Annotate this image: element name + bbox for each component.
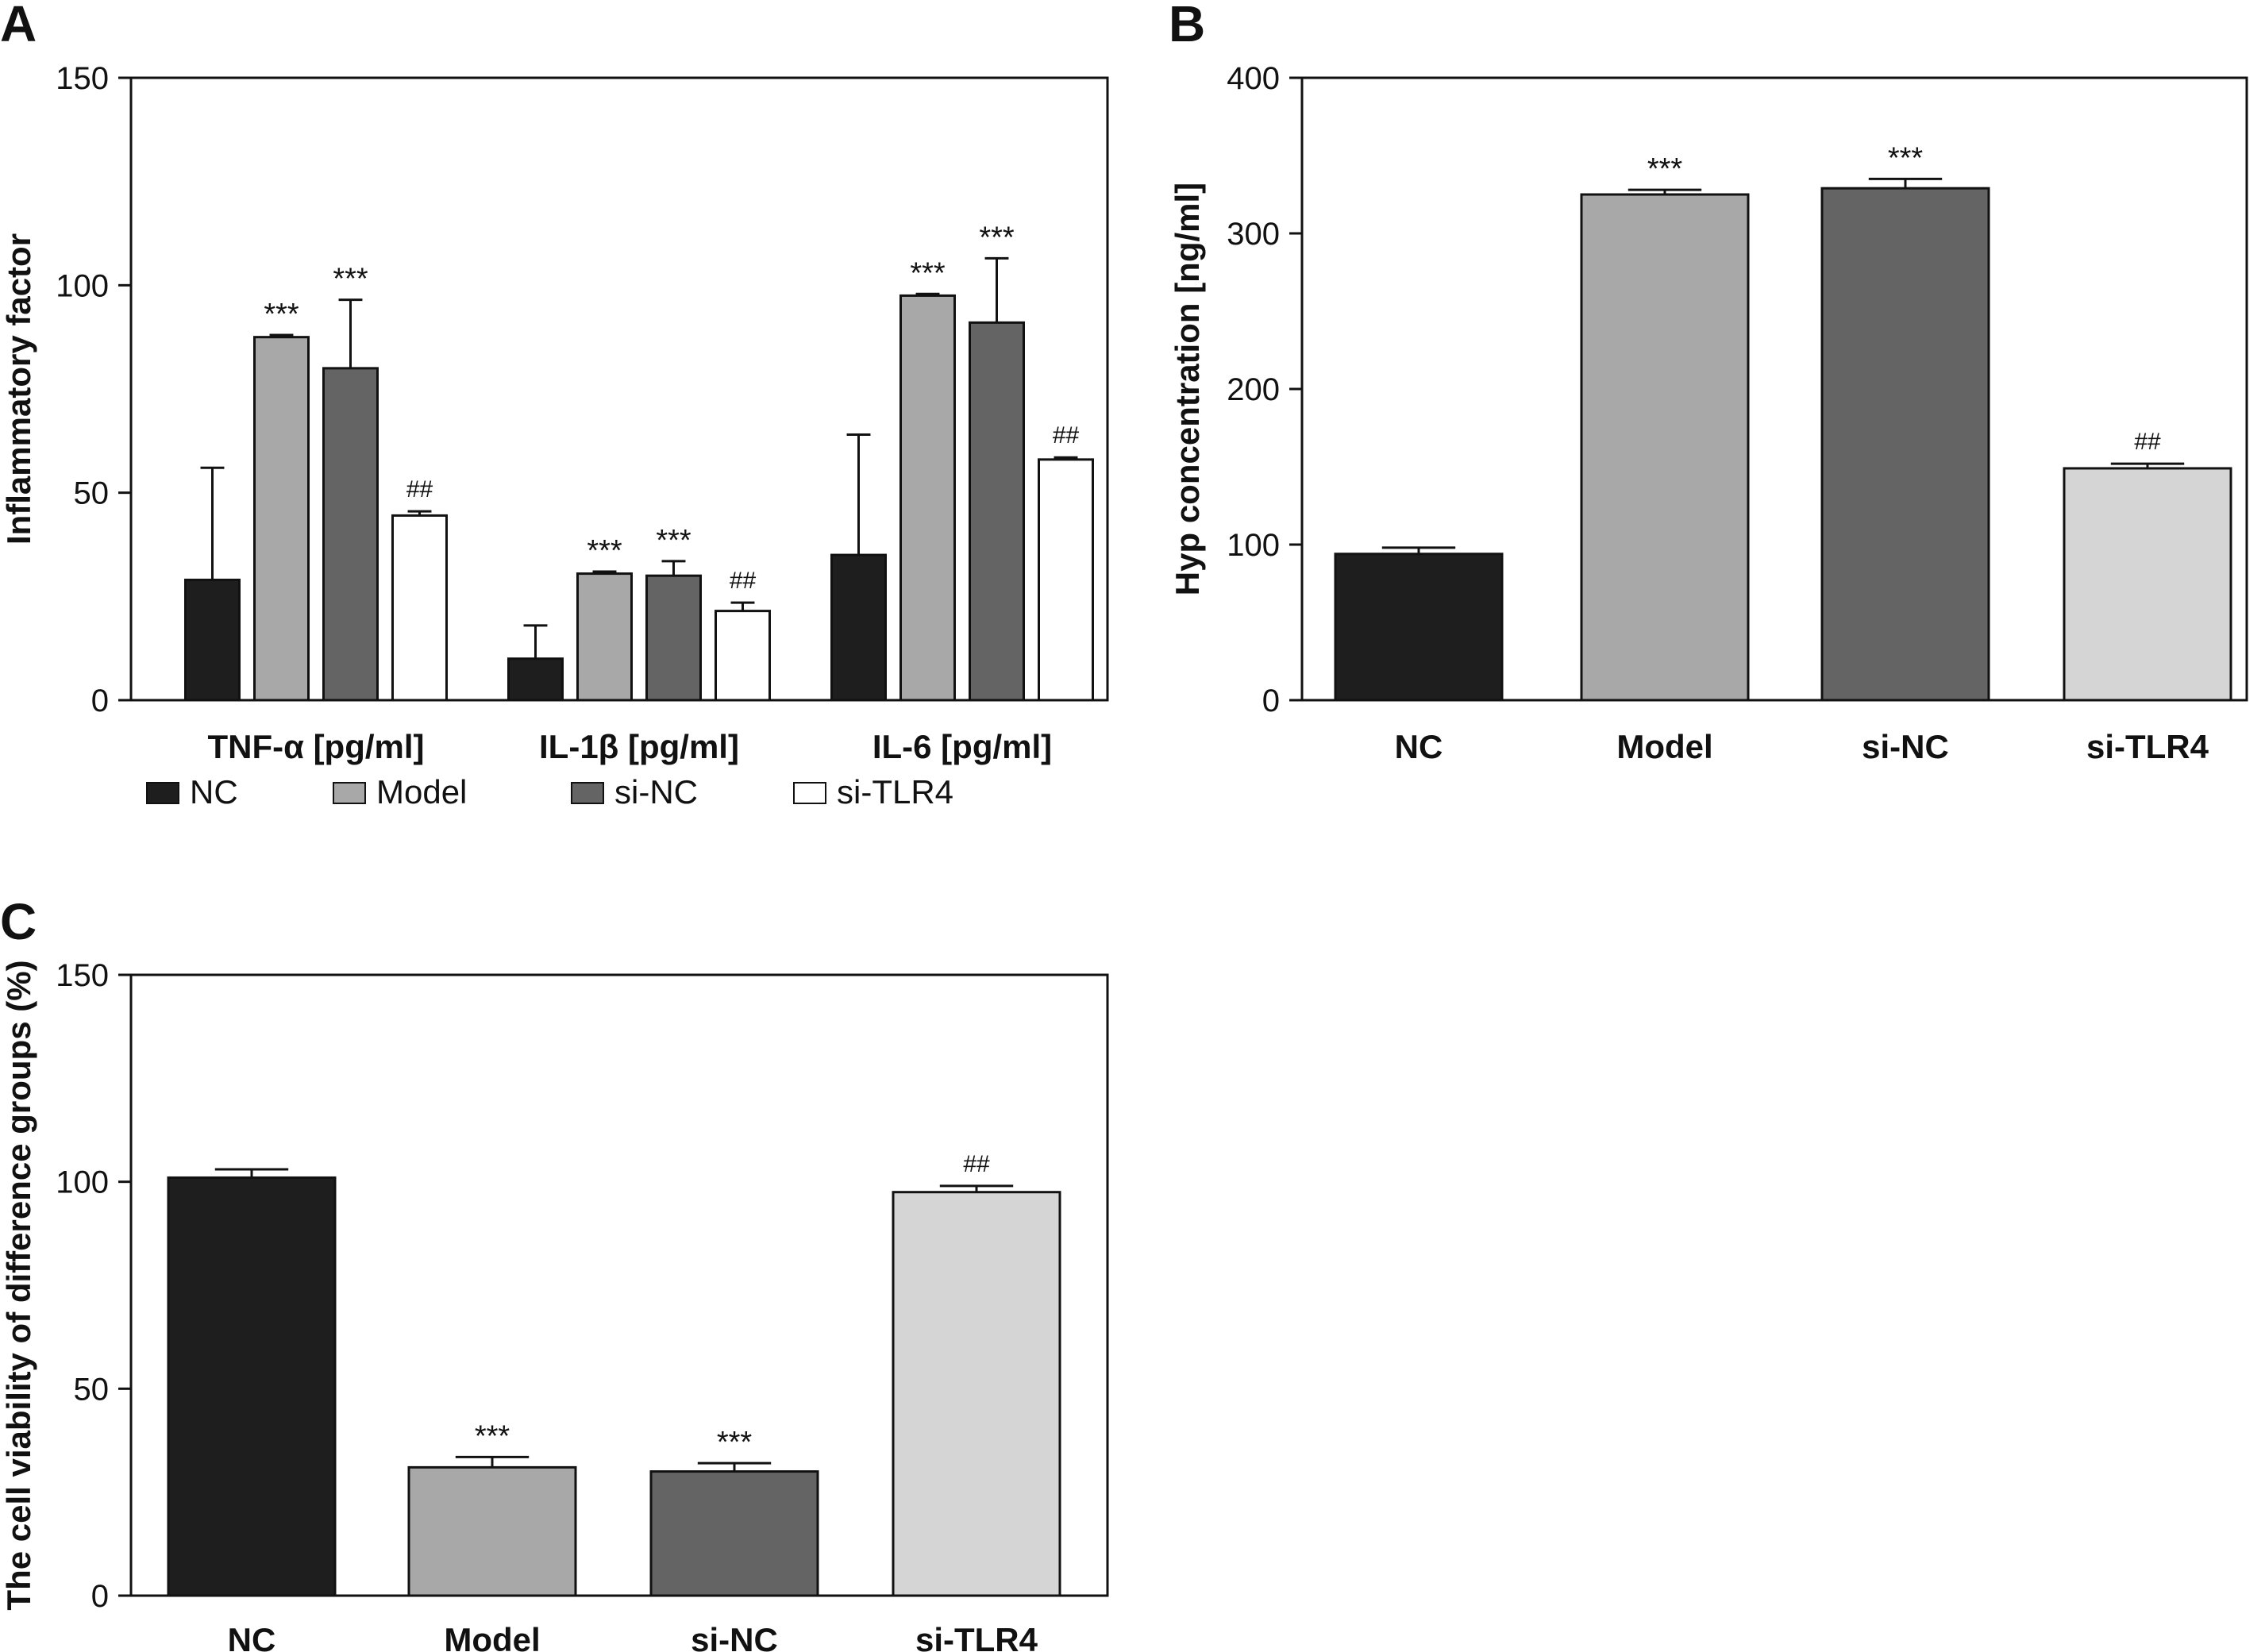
y-tick-label: 200: [1227, 372, 1280, 407]
bar-2: [649, 1470, 819, 1597]
x-category-label: IL-1β [pg/ml]: [539, 728, 739, 765]
y-tick-label: 100: [56, 1165, 109, 1200]
y-tick-label: 0: [1262, 684, 1280, 718]
panel-letter-b: B: [1169, 0, 1205, 52]
significance-label-1: ***: [475, 1419, 510, 1453]
y-tick-label: 100: [1227, 528, 1280, 563]
significance-label-1-3: ##: [730, 568, 757, 594]
significance-label-2-3: ##: [1053, 422, 1080, 449]
bar-2-1: [899, 294, 956, 702]
y-axis-title: Hyp concentration [ng/ml]: [1169, 183, 1206, 595]
bar-3: [2063, 467, 2232, 702]
bar-3: [892, 1191, 1061, 1597]
bar-1-0: [507, 657, 564, 702]
x-category-label: NC: [1395, 728, 1443, 765]
significance-label-2-1: ***: [910, 256, 946, 290]
panel-letter-a: A: [0, 0, 37, 52]
significance-label-1: ***: [1647, 152, 1683, 186]
y-axis-title: The cell viability of difference groups …: [0, 960, 37, 1610]
panel-letter-c: C: [0, 893, 37, 950]
bar-0: [1334, 553, 1504, 702]
significance-label-1-1: ***: [587, 534, 622, 568]
legend-label-0: NC: [190, 773, 238, 811]
y-tick-label: 150: [56, 958, 109, 993]
legend-label-2: si-NC: [614, 773, 698, 811]
bar-0: [167, 1176, 337, 1597]
bar-0-0: [184, 578, 241, 702]
plot-frame: [129, 973, 1109, 1597]
y-tick-label: 50: [74, 476, 110, 511]
bar-1: [1580, 193, 1750, 702]
significance-label-0-1: ***: [264, 298, 299, 331]
bar-2: [1820, 187, 1990, 702]
y-tick-label: 300: [1227, 217, 1280, 252]
x-category-label: si-NC: [1862, 728, 1949, 765]
legend-swatch-2: [571, 782, 604, 804]
y-tick-label: 0: [91, 684, 109, 718]
y-tick-label: 400: [1227, 61, 1280, 96]
significance-label-2-2: ***: [979, 221, 1015, 254]
x-category-label: si-NC: [691, 1621, 778, 1652]
bar-0-3: [391, 514, 448, 702]
y-tick-label: 0: [91, 1579, 109, 1614]
legend-swatch-3: [793, 782, 826, 804]
bar-1-2: [645, 574, 702, 702]
legend-label-3: si-TLR4: [837, 773, 953, 811]
panel-a: A 0 50 100 150 Inflammatory factor *** *** ## TNF…: [0, 0, 1109, 811]
significance-label-1-2: ***: [656, 524, 691, 557]
significance-label-0-3: ##: [406, 476, 433, 503]
panel-c: C 0 50 100 150 The cell viability of differen…: [0, 893, 1109, 1652]
x-category-label: Model: [444, 1621, 540, 1652]
x-category-label: Model: [1616, 728, 1712, 765]
bar-1-3: [715, 610, 771, 702]
bar-2-2: [969, 321, 1025, 702]
bar-1: [407, 1465, 577, 1597]
significance-label-2: ***: [1888, 141, 1924, 175]
legend-swatch-1: [333, 782, 366, 804]
y-tick-label: 100: [56, 268, 109, 303]
y-tick-label: 150: [56, 61, 109, 96]
bar-2-0: [830, 553, 887, 702]
bar-2-3: [1038, 458, 1094, 702]
significance-label-0-2: ***: [333, 263, 368, 296]
x-category-label: NC: [228, 1621, 276, 1652]
legend-label-1: Model: [376, 773, 467, 811]
x-category-label: si-TLR4: [915, 1621, 1038, 1652]
x-category-label: TNF-α [pg/ml]: [207, 728, 424, 765]
significance-label-3: ##: [963, 1151, 990, 1177]
bar-0-1: [253, 336, 310, 702]
legend-swatch-0: [146, 782, 179, 804]
significance-label-3: ##: [2134, 429, 2161, 455]
y-tick-label: 50: [74, 1372, 110, 1407]
significance-label-2: ***: [717, 1426, 753, 1459]
bar-1-1: [576, 572, 633, 702]
x-category-label: si-TLR4: [2086, 728, 2209, 765]
panel-b: B 0 100 200 300 400 Hyp concentration [ng/ml] N…: [1169, 0, 2248, 765]
x-category-label: IL-6 [pg/ml]: [872, 728, 1052, 765]
bar-0-2: [322, 367, 379, 702]
y-axis-title: Inflammatory factor: [0, 233, 37, 545]
